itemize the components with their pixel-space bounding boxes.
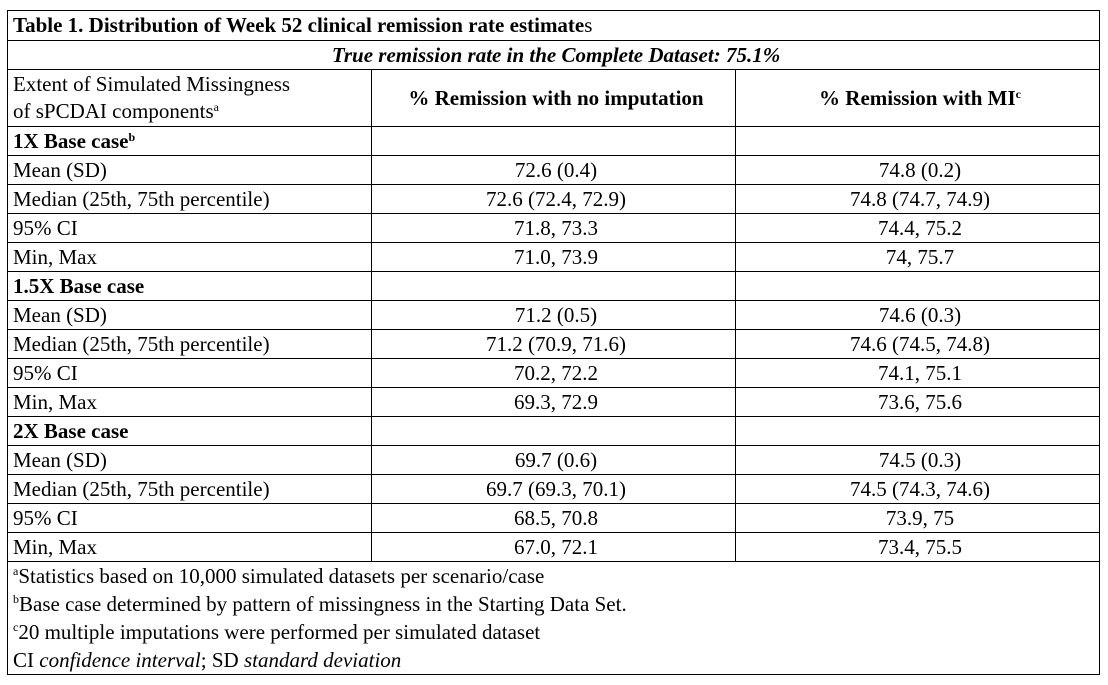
table-subtitle-row: True remission rate in the Complete Data… — [6, 40, 1101, 70]
column-header-extent: Extent of Simulated Missingness of sPCDAI… — [7, 69, 372, 127]
row-label: 95% CI — [7, 358, 372, 388]
mi-value: 74.5 (74.3, 74.6) — [734, 474, 1101, 504]
section-empty-cell — [371, 271, 736, 301]
no-imputation-value: 72.6 (72.4, 72.9) — [371, 184, 736, 214]
no-imputation-value: 69.7 (0.6) — [371, 445, 736, 475]
mi-value: 73.9, 75 — [734, 503, 1101, 533]
footnote-c-mark: c — [13, 620, 19, 634]
no-imputation-value: 71.2 (0.5) — [371, 300, 736, 330]
footnote-a: aStatistics based on 10,000 simulated da… — [13, 562, 1099, 590]
abbrev-ci-def: confidence interval — [39, 648, 201, 672]
remission-table: Table 1. Distribution of Week 52 clinica… — [6, 10, 1101, 675]
no-imputation-value: 71.2 (70.9, 71.6) — [371, 329, 736, 359]
table-row: Mean (SD) 69.7 (0.6) 74.5 (0.3) — [7, 445, 1101, 475]
section-empty-cell — [734, 271, 1101, 301]
footnote-b: bBase case determined by pattern of miss… — [13, 590, 1099, 618]
table-row: Median (25th, 75th percentile) 71.2 (70.9… — [7, 329, 1101, 359]
mi-value: 74.6 (0.3) — [734, 300, 1101, 330]
row-label: Median (25th, 75th percentile) — [7, 474, 372, 504]
column-header-row: Extent of Simulated Missingness of sPCDAI… — [7, 69, 1101, 127]
footnote-a-mark: a — [13, 564, 19, 578]
table-row: Min, Max 69.3, 72.9 73.6, 75.6 — [7, 387, 1101, 417]
section-empty-cell — [734, 126, 1101, 156]
section-label: 1X Base caseb — [7, 126, 372, 156]
row-label: Mean (SD) — [7, 445, 372, 475]
section-header-row: 1.5X Base case — [7, 271, 1101, 301]
footnote-c-text: 20 multiple imputations were performed p… — [18, 620, 541, 644]
table-row: Median (25th, 75th percentile) 69.7 (69.3… — [7, 474, 1101, 504]
column-header-extent-line1: Extent of Simulated Missingness — [13, 72, 291, 96]
footnote-c: c20 multiple imputations were performed … — [13, 618, 1099, 646]
section-label: 1.5X Base case — [7, 271, 372, 301]
section-empty-cell — [371, 126, 736, 156]
abbrev-ci: CI — [13, 648, 34, 672]
column-header-mi-label: % Remission with MI — [819, 85, 1016, 110]
table-row: Min, Max 71.0, 73.9 74, 75.7 — [7, 242, 1101, 272]
no-imputation-value: 69.7 (69.3, 70.1) — [371, 474, 736, 504]
row-label: Mean (SD) — [7, 155, 372, 185]
no-imputation-value: 70.2, 72.2 — [371, 358, 736, 388]
abbreviations: CI confidence interval; SD standard devi… — [13, 646, 1099, 674]
column-header-mi: % Remission with MIc — [734, 69, 1101, 127]
mi-value: 74.5 (0.3) — [734, 445, 1101, 475]
column-header-no-imputation: % Remission with no imputation — [371, 69, 736, 127]
table-sections: 1X Base caseb Mean (SD) 72.6 (0.4) 74.8 (0.… — [7, 126, 1101, 562]
column-header-extent-line2: of sPCDAI components — [13, 99, 214, 123]
footnote-ref-c: c — [1015, 86, 1021, 101]
row-label: 95% CI — [7, 503, 372, 533]
mi-value: 74.8 (0.2) — [734, 155, 1101, 185]
mi-value: 73.6, 75.6 — [734, 387, 1101, 417]
mi-value: 74, 75.7 — [734, 242, 1101, 272]
mi-value: 74.6 (74.5, 74.8) — [734, 329, 1101, 359]
section-label: 2X Base case — [7, 416, 372, 446]
section-empty-cell — [734, 416, 1101, 446]
table-row: 95% CI 70.2, 72.2 74.1, 75.1 — [7, 358, 1101, 388]
no-imputation-value: 72.6 (0.4) — [371, 155, 736, 185]
row-label: 95% CI — [7, 213, 372, 243]
section-header-row: 1X Base caseb — [7, 126, 1101, 156]
table-row: Median (25th, 75th percentile) 72.6 (72.4… — [7, 184, 1101, 214]
footnote-a-text: Statistics based on 10,000 simulated dat… — [18, 564, 545, 588]
mi-value: 74.1, 75.1 — [734, 358, 1101, 388]
no-imputation-value: 67.0, 72.1 — [371, 532, 736, 562]
footnotes: aStatistics based on 10,000 simulated da… — [6, 561, 1101, 675]
abbrev-sd-def: standard deviation — [243, 648, 402, 672]
table-title-tail: s — [584, 13, 593, 37]
no-imputation-value: 68.5, 70.8 — [371, 503, 736, 533]
row-label: Min, Max — [7, 387, 372, 417]
row-label: Min, Max — [7, 242, 372, 272]
table-subtitle: True remission rate in the Complete Data… — [6, 40, 1101, 70]
row-label: Mean (SD) — [7, 300, 372, 330]
table-row: 95% CI 71.8, 73.3 74.4, 75.2 — [7, 213, 1101, 243]
mi-value: 74.4, 75.2 — [734, 213, 1101, 243]
section-label-text: 2X Base case — [13, 418, 129, 443]
section-label-text: 1.5X Base case — [13, 273, 145, 298]
row-label: Median (25th, 75th percentile) — [7, 184, 372, 214]
section-header-row: 2X Base case — [7, 416, 1101, 446]
section-empty-cell — [371, 416, 736, 446]
table-row: Min, Max 67.0, 72.1 73.4, 75.5 — [7, 532, 1101, 562]
table-row: Mean (SD) 71.2 (0.5) 74.6 (0.3) — [7, 300, 1101, 330]
abbrev-sep: ; — [200, 648, 212, 672]
mi-value: 74.8 (74.7, 74.9) — [734, 184, 1101, 214]
footnotes-row: aStatistics based on 10,000 simulated da… — [6, 561, 1101, 675]
footnote-b-mark: b — [13, 592, 19, 606]
table-title: Table 1. Distribution of Week 52 clinica… — [6, 10, 1101, 41]
table-row: 95% CI 68.5, 70.8 73.9, 75 — [7, 503, 1101, 533]
footnote-b-text: Base case determined by pattern of missi… — [19, 592, 627, 616]
no-imputation-value: 71.0, 73.9 — [371, 242, 736, 272]
abbrev-sd: SD — [211, 648, 239, 672]
no-imputation-value: 69.3, 72.9 — [371, 387, 736, 417]
table-title-bold: Table 1. Distribution of Week 52 clinica… — [13, 13, 585, 37]
footnote-ref-a: a — [213, 100, 219, 114]
table-title-row: Table 1. Distribution of Week 52 clinica… — [6, 10, 1101, 41]
table-row: Mean (SD) 72.6 (0.4) 74.8 (0.2) — [7, 155, 1101, 185]
footnote-ref-b: b — [128, 129, 136, 144]
section-label-text: 1X Base case — [13, 128, 129, 153]
mi-value: 73.4, 75.5 — [734, 532, 1101, 562]
row-label: Median (25th, 75th percentile) — [7, 329, 372, 359]
row-label: Min, Max — [7, 532, 372, 562]
no-imputation-value: 71.8, 73.3 — [371, 213, 736, 243]
